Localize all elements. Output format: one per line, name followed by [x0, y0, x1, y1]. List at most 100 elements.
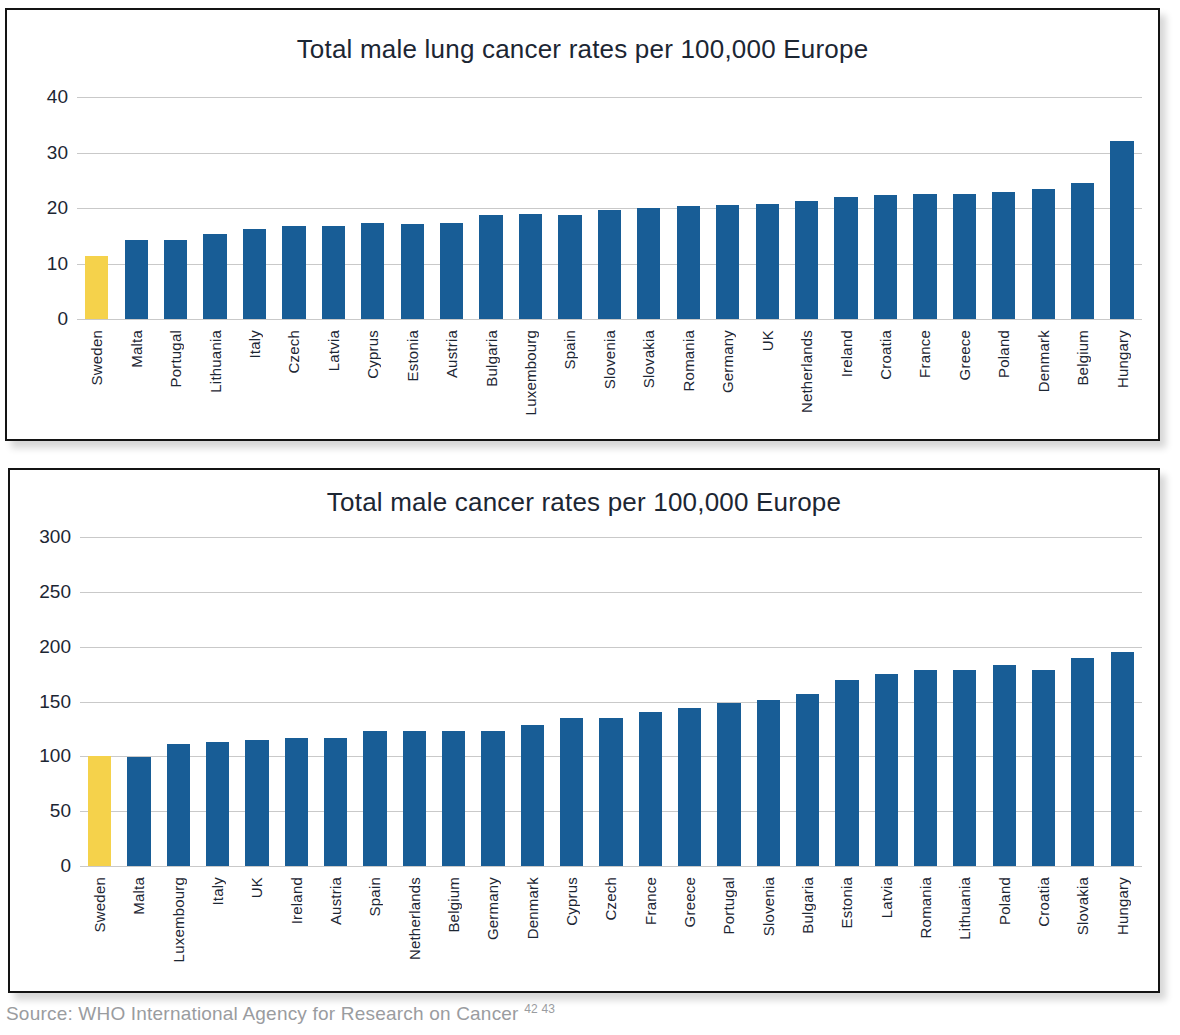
x-label-cell: UK [747, 325, 786, 437]
y-tick-label: 50 [15, 801, 71, 821]
x-tick-label-denmark: Denmark [524, 877, 541, 939]
bar-cell [471, 97, 510, 319]
bar-luxembourg [167, 744, 190, 866]
bar-latvia [322, 226, 345, 319]
bar-romania [677, 206, 700, 319]
x-label-cell: Denmark [1024, 325, 1063, 437]
bar-latvia [875, 674, 898, 866]
bar-portugal [164, 240, 187, 319]
x-label-cell: Sweden [80, 872, 119, 990]
bar-belgium [1071, 183, 1094, 319]
bar-bulgaria [796, 694, 819, 866]
bar-estonia [401, 224, 424, 319]
bar-italy [206, 742, 229, 866]
bar-slovakia [1071, 658, 1094, 866]
bar-croatia [1032, 670, 1055, 866]
x-label-cell: Slovenia [590, 325, 629, 437]
x-label-cell: Lithuania [945, 872, 984, 990]
x-tick-label-sweden: Sweden [91, 877, 108, 932]
x-tick-label-slovakia: Slovakia [1074, 877, 1091, 935]
bar-germany [716, 205, 739, 319]
bar-cell [355, 537, 394, 866]
x-tick-label-lithuania: Lithuania [956, 877, 973, 940]
bar-luxembourg [519, 214, 542, 319]
bar-uk [245, 740, 268, 866]
x-tick-label-ireland: Ireland [838, 330, 855, 377]
x-label-cell: Sweden [77, 325, 116, 437]
bar-cell [669, 97, 708, 319]
bar-spain [558, 215, 581, 319]
bar-cell [906, 537, 945, 866]
bar-cell [670, 537, 709, 866]
bar-cell [395, 537, 434, 866]
bar-cell [629, 97, 668, 319]
bar-uk [756, 204, 779, 319]
x-tick-label-netherlands: Netherlands [798, 330, 815, 413]
bar-germany [481, 731, 504, 866]
x-tick-label-ireland: Ireland [288, 877, 305, 924]
bar-sweden [85, 256, 108, 319]
x-label-cell: France [905, 325, 944, 437]
x-label-cell: Lithuania [195, 325, 234, 437]
x-tick-label-netherlands: Netherlands [406, 877, 423, 960]
bar-hungary [1111, 652, 1134, 866]
x-tick-label-germany: Germany [719, 330, 736, 393]
bar-cell [945, 97, 984, 319]
bar-austria [440, 223, 463, 319]
total-cancer-chart-panel: Total male cancer rates per 100,000 Euro… [8, 468, 1160, 993]
x-label-cell: Poland [985, 872, 1024, 990]
x-tick-label-belgium: Belgium [1074, 330, 1091, 386]
x-label-cell: Greece [670, 872, 709, 990]
x-label-cell: Hungary [1103, 872, 1142, 990]
bar-austria [324, 738, 347, 866]
bars-row [77, 97, 1142, 319]
x-axis-labels: SwedenMaltaPortugalLithuaniaItalyCzechLa… [77, 325, 1142, 437]
x-label-cell: Czech [274, 325, 313, 437]
y-tick-label: 10 [12, 254, 68, 274]
x-label-cell: Spain [550, 325, 589, 437]
bar-cell [432, 97, 471, 319]
source-text: Source: WHO International Agency for Res… [6, 1003, 519, 1024]
x-tick-label-hungary: Hungary [1114, 330, 1131, 388]
x-tick-label-malta: Malta [130, 877, 147, 915]
bar-cell [235, 97, 274, 319]
x-tick-label-lithuania: Lithuania [207, 330, 224, 393]
plot-area: 010203040 [77, 97, 1142, 319]
source-footnote-refs: 42 43 [524, 1002, 555, 1016]
x-tick-label-croatia: Croatia [1035, 877, 1052, 927]
x-tick-label-romania: Romania [917, 877, 934, 938]
x-tick-label-germany: Germany [484, 877, 501, 940]
bar-cell [393, 97, 432, 319]
bar-cell [195, 97, 234, 319]
bar-cell [631, 537, 670, 866]
bar-france [913, 194, 936, 319]
bar-cell [984, 97, 1023, 319]
x-tick-label-greece: Greece [956, 330, 973, 380]
bar-cell [749, 537, 788, 866]
x-label-cell: Malta [116, 325, 155, 437]
x-label-cell: Portugal [156, 325, 195, 437]
x-label-cell: Hungary [1102, 325, 1141, 437]
x-tick-label-czech: Czech [602, 877, 619, 921]
x-label-cell: Poland [984, 325, 1023, 437]
bar-lithuania [203, 234, 226, 319]
gridline-y-0 [77, 319, 1142, 320]
x-label-cell: Austria [432, 325, 471, 437]
x-tick-label-slovenia: Slovenia [760, 877, 777, 936]
bar-cell [867, 537, 906, 866]
bar-slovenia [757, 700, 780, 866]
bar-hungary [1110, 141, 1133, 319]
plot-area: 050100150200250300 [80, 537, 1142, 866]
chart-title: Total male lung cancer rates per 100,000… [7, 34, 1158, 65]
bar-malta [127, 757, 150, 866]
bar-france [639, 712, 662, 866]
bar-cell [159, 537, 198, 866]
x-tick-label-slovakia: Slovakia [640, 330, 657, 388]
x-label-cell: Netherlands [395, 872, 434, 990]
bar-cell [80, 537, 119, 866]
x-tick-label-luxembourg: Luxembourg [170, 877, 187, 962]
bar-denmark [1032, 189, 1055, 319]
bar-cell [1103, 537, 1142, 866]
bar-greece [678, 708, 701, 866]
x-tick-label-spain: Spain [366, 877, 383, 916]
